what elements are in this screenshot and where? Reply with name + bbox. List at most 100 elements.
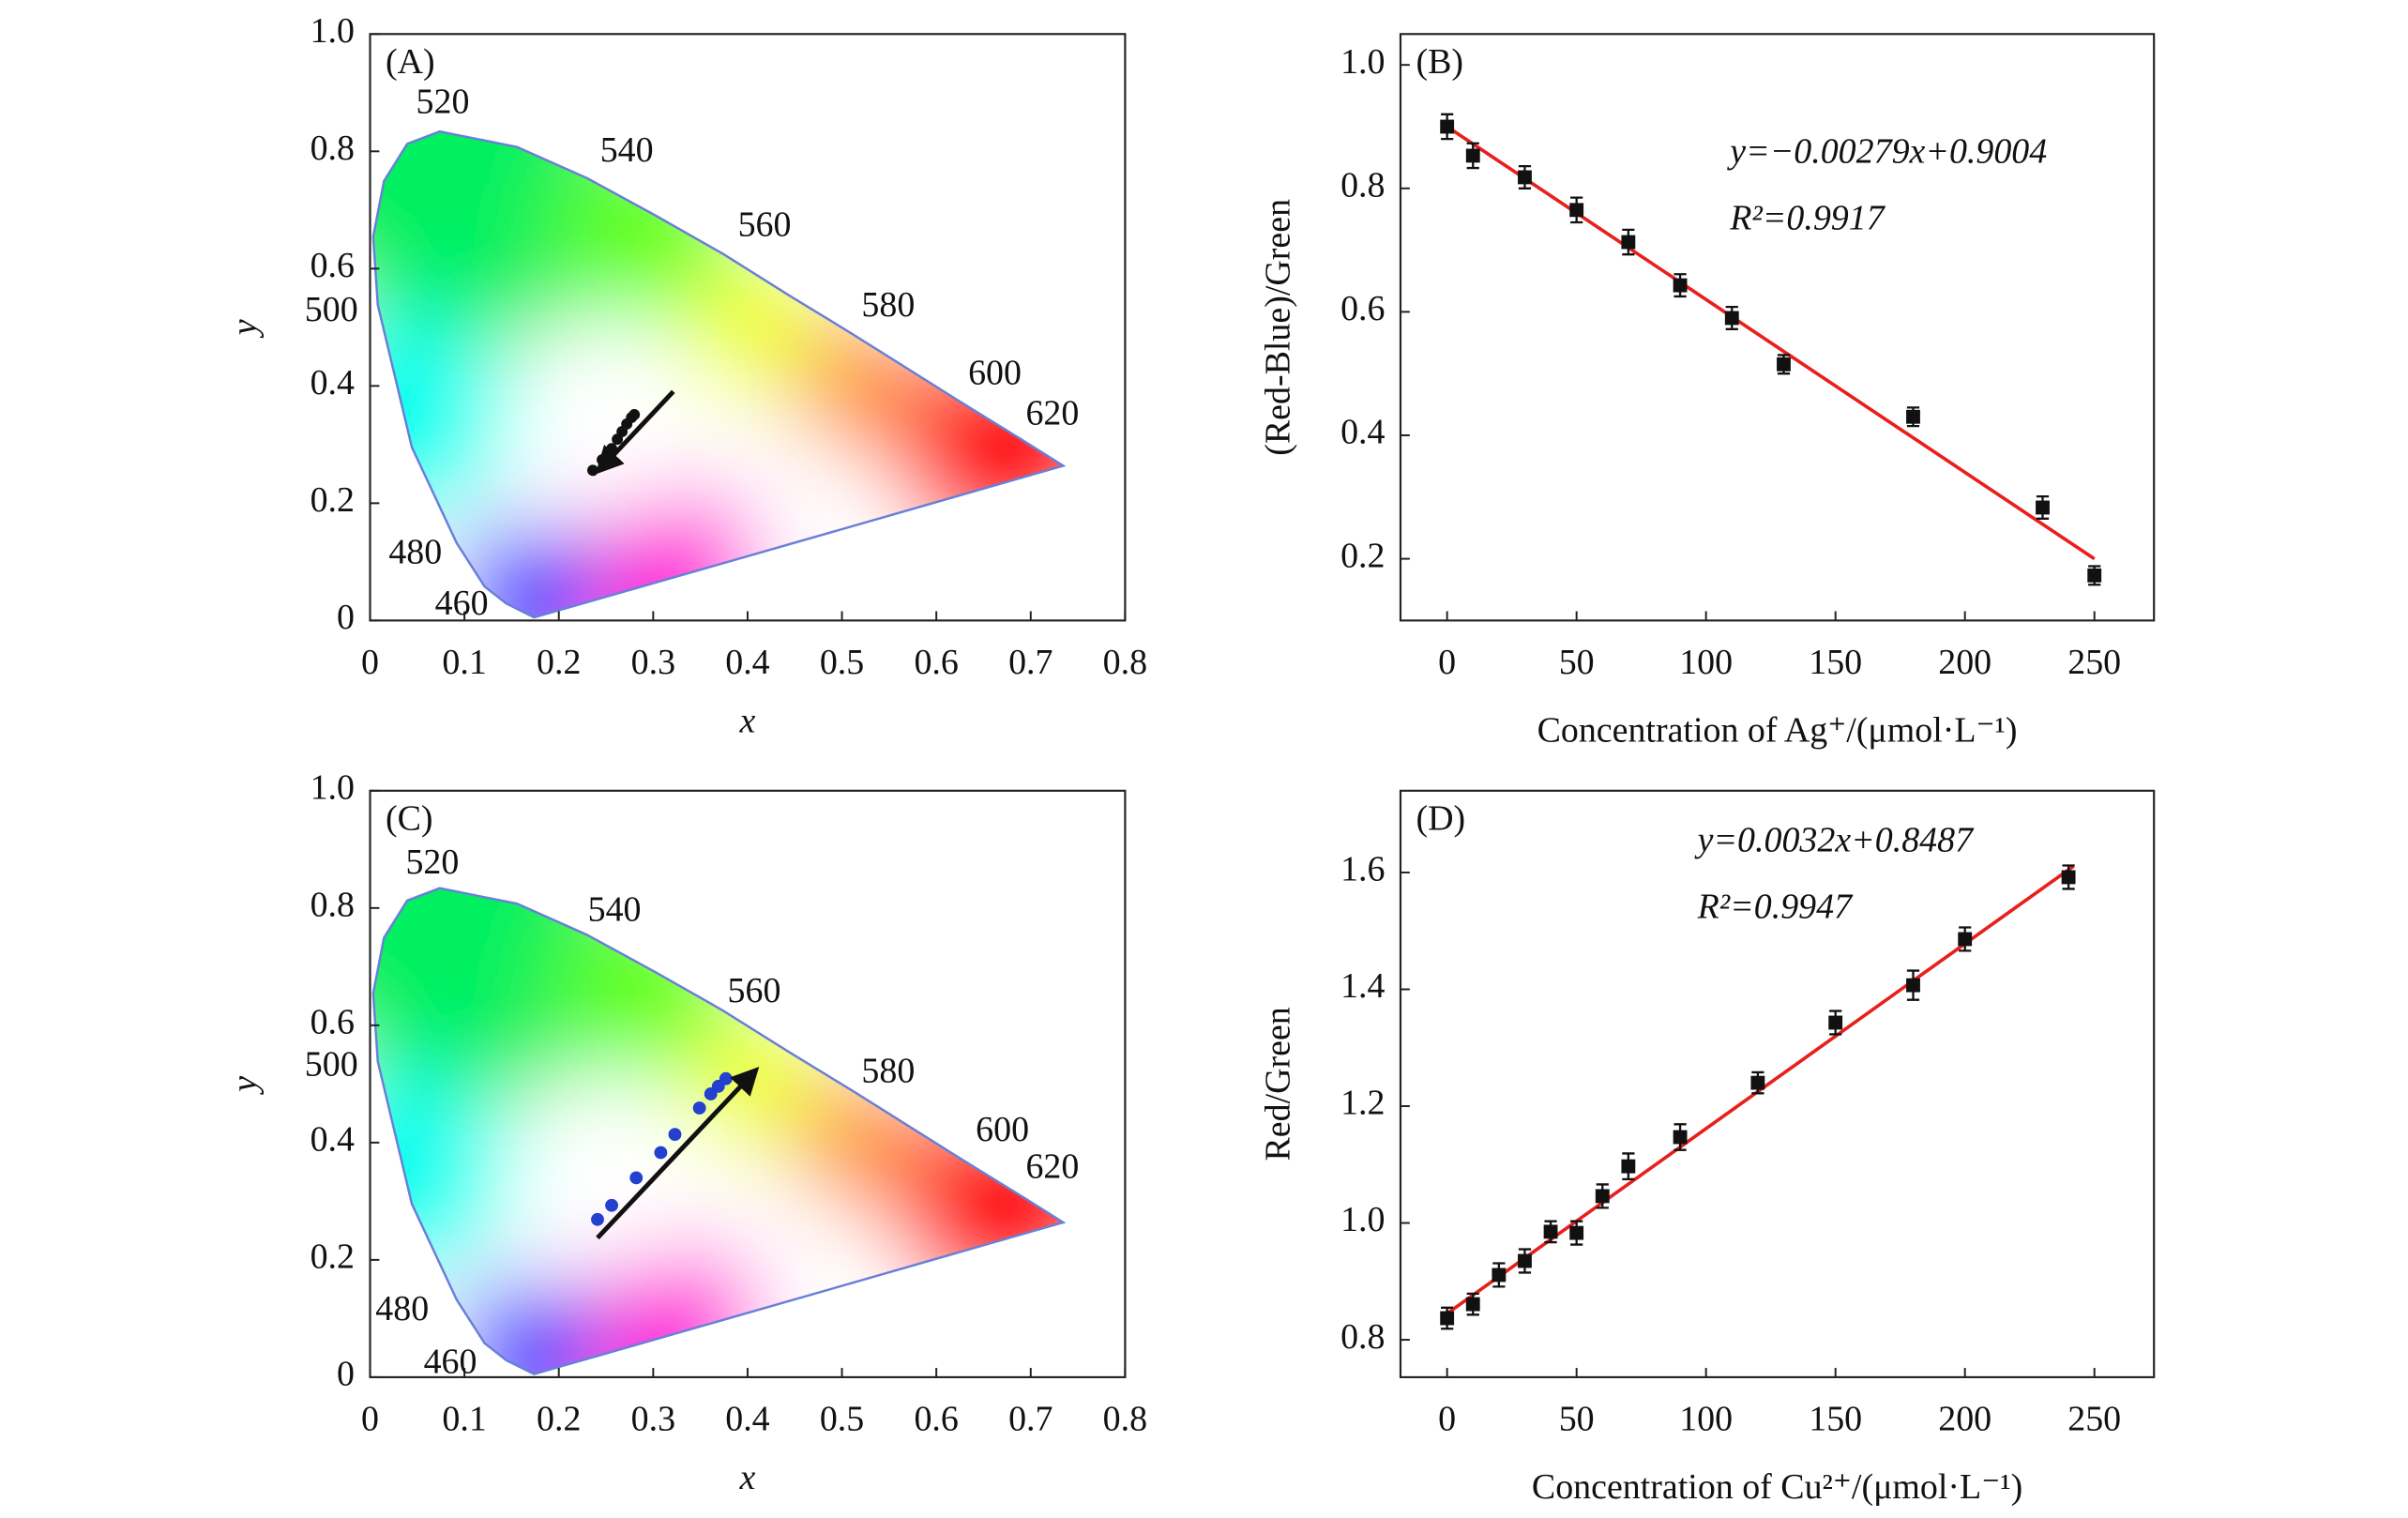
data-point (1750, 1075, 1765, 1090)
r-squared: R²=0.9917 (1729, 199, 1886, 238)
x-tick-label: 0.1 (442, 1399, 486, 1438)
x-tick-label: 0 (361, 1399, 379, 1438)
panel-label: (A) (386, 42, 435, 82)
data-point (668, 1128, 682, 1142)
arrow-c (596, 1067, 760, 1240)
wavelength-label: 540 (588, 890, 642, 930)
wavelength-label: 580 (861, 1051, 915, 1090)
data-point (1621, 1159, 1636, 1174)
x-axis-label: Concentration of Cu²⁺/(μmol·L⁻¹) (1532, 1467, 2022, 1507)
data-point (2087, 568, 2102, 583)
x-tick-label: 0.8 (1103, 643, 1147, 682)
fit-equation: y=−0.00279x+0.9004 (1726, 132, 2047, 172)
x-tick-label: 0.5 (820, 1399, 864, 1438)
x-tick-label: 150 (1809, 1399, 1862, 1438)
y-tick-label: 1.0 (310, 11, 355, 51)
data-point (719, 1071, 733, 1085)
y-tick-label: 0.2 (310, 480, 355, 520)
x-axis-label: x (739, 1458, 756, 1497)
data-point (591, 1212, 604, 1226)
data-point (1724, 311, 1739, 326)
plot-frame (1399, 33, 2156, 622)
y-tick-label: 0.8 (1340, 1317, 1385, 1357)
data-point (1777, 357, 1791, 372)
x-tick-label: 0.2 (537, 1399, 581, 1438)
panel-label: (C) (386, 799, 433, 839)
x-axis-label: x (739, 702, 756, 741)
y-tick-label: 1.6 (1340, 850, 1385, 889)
x-tick-label: 0.2 (537, 643, 581, 682)
data-point (1465, 148, 1480, 163)
x-tick-label: 0.8 (1103, 1399, 1147, 1438)
x-tick-label: 0 (361, 643, 379, 682)
data-point (1440, 119, 1455, 134)
y-tick-label: 0.4 (1340, 413, 1385, 452)
y-tick-label: 0.6 (310, 246, 355, 285)
data-point (629, 409, 641, 420)
y-tick-label: 0 (337, 1355, 355, 1394)
y-tick-label: 0.4 (310, 363, 355, 402)
data-point (1595, 1189, 1610, 1204)
x-tick-label: 0.4 (725, 643, 769, 682)
data-point (1440, 1311, 1455, 1326)
y-tick-label: 1.0 (1340, 1200, 1385, 1239)
wavelength-label: 540 (600, 130, 654, 170)
y-axis-label: y (225, 1076, 265, 1096)
x-tick-label: 250 (2067, 1399, 2121, 1438)
data-point (692, 1101, 706, 1115)
data-point (1569, 1225, 1584, 1240)
y-tick-label: 0 (337, 598, 355, 637)
y-tick-label: 0.2 (310, 1237, 355, 1277)
wavelength-label: 460 (435, 584, 489, 623)
wavelength-label: 520 (416, 83, 470, 122)
y-tick-label: 1.2 (1340, 1084, 1385, 1123)
wavelength-label: 560 (728, 971, 781, 1010)
r-squared: R²=0.9947 (1697, 888, 1854, 927)
arrow-a (595, 389, 675, 475)
data-point (1673, 1130, 1688, 1145)
y-axis-label: (Red-Blue)/Green (1259, 199, 1298, 456)
wavelength-label: 520 (405, 842, 459, 882)
fit-equation: y=0.0032x+0.8487 (1694, 821, 1975, 860)
x-tick-label: 100 (1679, 643, 1733, 682)
x-axis-label: Concentration of Ag⁺/(μmol·L⁻¹) (1537, 710, 2018, 750)
wavelength-label: 600 (968, 353, 1022, 392)
x-tick-label: 0.7 (1008, 643, 1053, 682)
x-tick-label: 150 (1809, 643, 1862, 682)
wavelength-label: 580 (861, 285, 915, 325)
x-tick-label: 0.3 (631, 643, 675, 682)
x-tick-label: 50 (1559, 1399, 1595, 1438)
y-tick-label: 0.6 (1340, 289, 1385, 328)
wavelength-label: 600 (976, 1110, 1029, 1149)
x-tick-label: 250 (2067, 643, 2121, 682)
data-point (1569, 203, 1584, 218)
data-point (1958, 932, 1973, 947)
y-tick-label: 1.0 (310, 768, 355, 808)
y-tick-label: 0.8 (310, 886, 355, 925)
x-tick-label: 0 (1438, 643, 1456, 682)
data-point (2036, 500, 2050, 515)
x-tick-label: 0.7 (1008, 1399, 1053, 1438)
data-point (1465, 1297, 1480, 1312)
x-tick-label: 0.4 (725, 1399, 769, 1438)
x-tick-label: 200 (1938, 643, 1992, 682)
panel-label: (B) (1416, 42, 1463, 82)
wavelength-label: 620 (1025, 1146, 1079, 1186)
y-tick-label: 0.4 (310, 1120, 355, 1160)
y-tick-label: 1.0 (1340, 42, 1385, 82)
fit-line (1446, 125, 2096, 561)
data-point (1828, 1015, 1843, 1030)
x-tick-label: 0.6 (914, 643, 958, 682)
data-point (1543, 1224, 1558, 1239)
data-point (629, 1171, 644, 1185)
wavelength-label: 480 (375, 1289, 429, 1328)
data-point (605, 1198, 618, 1212)
wavelength-label: 560 (738, 205, 792, 244)
y-axis-label: Red/Green (1259, 1007, 1298, 1161)
wavelength-label: 500 (305, 1045, 358, 1085)
data-point (1492, 1268, 1507, 1283)
x-tick-label: 0.3 (631, 1399, 675, 1438)
data-point (1621, 235, 1636, 250)
y-tick-label: 0.8 (310, 129, 355, 168)
